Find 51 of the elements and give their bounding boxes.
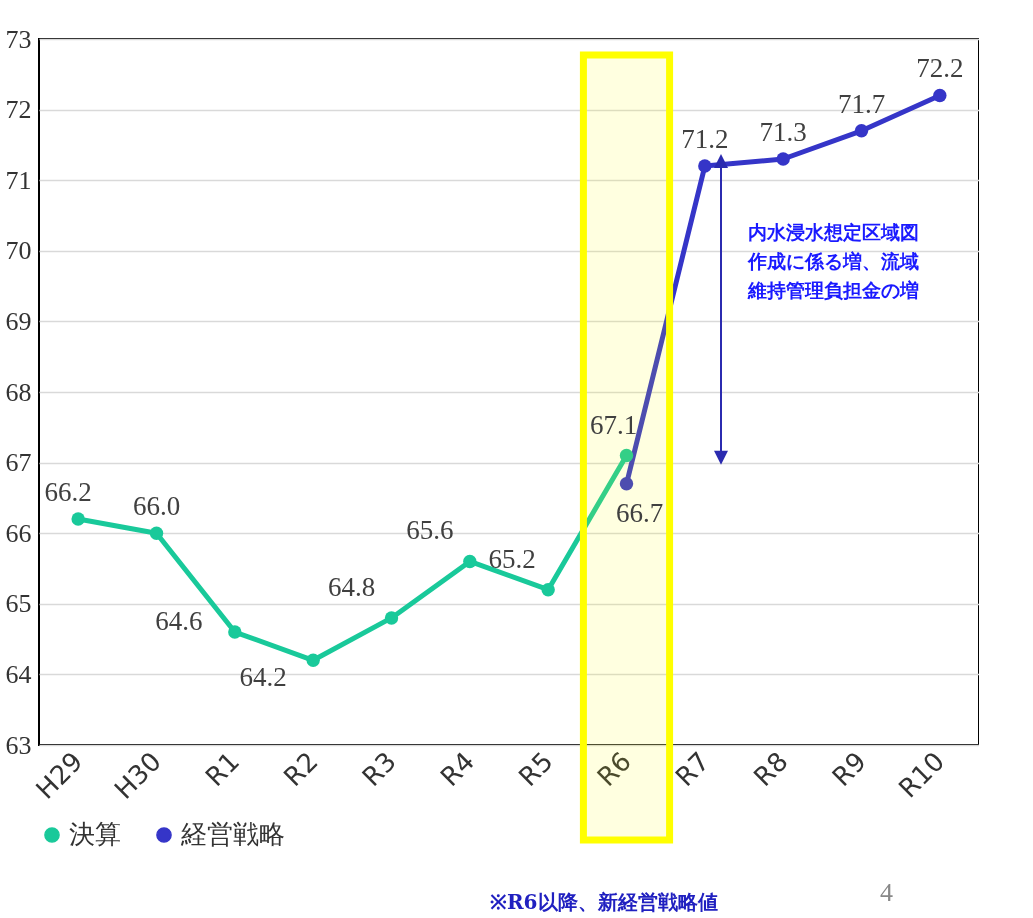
text: ※R6以降、新経営戦略値 <box>490 889 718 916</box>
y-tick-label: 73 <box>5 24 32 54</box>
x-tick-label: R1 <box>199 746 246 792</box>
data-label: 64.6 <box>155 606 203 637</box>
legend-label: 決算 <box>69 819 121 849</box>
x-tick-label: R3 <box>356 746 402 792</box>
point <box>619 477 634 491</box>
x-tick-label: R8 <box>747 746 794 792</box>
data-label: 66.2 <box>44 477 92 508</box>
data-label: 71.3 <box>759 117 807 148</box>
point <box>384 611 399 625</box>
y-tick-label: 70 <box>5 236 32 266</box>
point <box>698 159 712 173</box>
y-tick-label: 66 <box>5 518 32 548</box>
legend-label: 経営戦略 <box>180 819 285 849</box>
point <box>619 448 634 463</box>
x-tick-label: R4 <box>434 746 481 792</box>
point <box>933 88 947 103</box>
x-tick-label: R6 <box>591 746 637 792</box>
point <box>463 554 477 569</box>
y-tick-label: 69 <box>5 306 32 336</box>
y-tick-label: 71 <box>5 165 32 195</box>
y-tick-label: 68 <box>5 377 32 407</box>
point <box>228 625 242 639</box>
data-label: 64.8 <box>327 571 376 602</box>
data-label: 65.2 <box>488 543 536 574</box>
point <box>71 512 85 526</box>
x-tick-label: R5 <box>512 746 559 792</box>
y-tick-label: 63 <box>5 730 32 760</box>
data-label: 65.6 <box>406 515 454 546</box>
data-label: 66.7 <box>615 497 664 528</box>
y-tick-label: 72 <box>5 95 32 125</box>
y-tick-label: 64 <box>5 659 32 689</box>
point <box>854 124 869 138</box>
x-tick-label: R2 <box>277 746 324 792</box>
y-tick-label: 67 <box>5 448 32 478</box>
data-label: 72.2 <box>916 53 964 84</box>
y-tick-label: 65 <box>5 589 32 619</box>
x-tick-label: R7 <box>669 746 716 792</box>
x-tick-label: R9 <box>826 746 872 792</box>
point <box>306 653 320 667</box>
data-label: 64.2 <box>239 662 287 693</box>
point <box>149 526 164 540</box>
text: 4 <box>880 878 893 908</box>
data-label: 66.0 <box>132 491 181 522</box>
annotation: 内水浸水想定区域図作成に係る増、流域維持管理負担金の増 <box>748 219 921 303</box>
data-label: 71.7 <box>837 88 886 119</box>
point <box>776 152 790 166</box>
point <box>541 582 555 597</box>
data-label: 71.2 <box>681 124 729 155</box>
data-label: 67.1 <box>589 409 638 440</box>
